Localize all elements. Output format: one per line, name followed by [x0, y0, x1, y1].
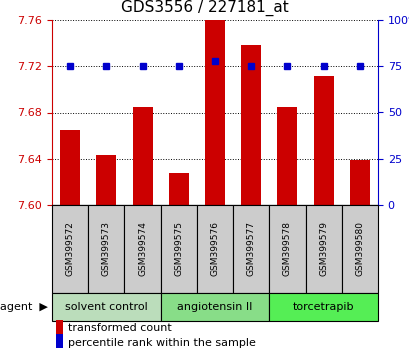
Bar: [132, 107, 152, 205]
Bar: [96, 155, 116, 205]
Bar: [88, 205, 124, 293]
Bar: [305, 205, 341, 293]
Text: percentile rank within the sample: percentile rank within the sample: [67, 338, 255, 348]
Bar: [313, 75, 333, 205]
Bar: [349, 160, 369, 205]
Bar: [52, 293, 160, 321]
Text: GSM399579: GSM399579: [318, 222, 327, 276]
Text: GSM399576: GSM399576: [210, 222, 219, 276]
Text: angiotensin II: angiotensin II: [177, 302, 252, 312]
Bar: [233, 205, 269, 293]
Text: GSM399575: GSM399575: [174, 222, 183, 276]
Bar: [169, 173, 188, 205]
Bar: [269, 205, 305, 293]
Bar: [277, 107, 297, 205]
Text: GSM399577: GSM399577: [246, 222, 255, 276]
Bar: [196, 205, 233, 293]
Bar: [269, 293, 377, 321]
Bar: [240, 45, 261, 205]
Bar: [60, 130, 80, 205]
Bar: [160, 205, 196, 293]
Bar: [160, 293, 269, 321]
Text: GDS3556 / 227181_at: GDS3556 / 227181_at: [121, 0, 288, 16]
Bar: [52, 205, 88, 293]
Text: GSM399580: GSM399580: [355, 222, 364, 276]
Text: torcetrapib: torcetrapib: [292, 302, 353, 312]
Text: GSM399578: GSM399578: [282, 222, 291, 276]
Bar: [341, 205, 377, 293]
Text: GSM399573: GSM399573: [101, 222, 110, 276]
Text: solvent control: solvent control: [65, 302, 147, 312]
Text: GSM399572: GSM399572: [65, 222, 74, 276]
Text: GSM399574: GSM399574: [138, 222, 147, 276]
Text: transformed count: transformed count: [67, 324, 171, 333]
Text: agent  ▶: agent ▶: [0, 302, 48, 312]
Bar: [204, 20, 225, 205]
Bar: [124, 205, 160, 293]
